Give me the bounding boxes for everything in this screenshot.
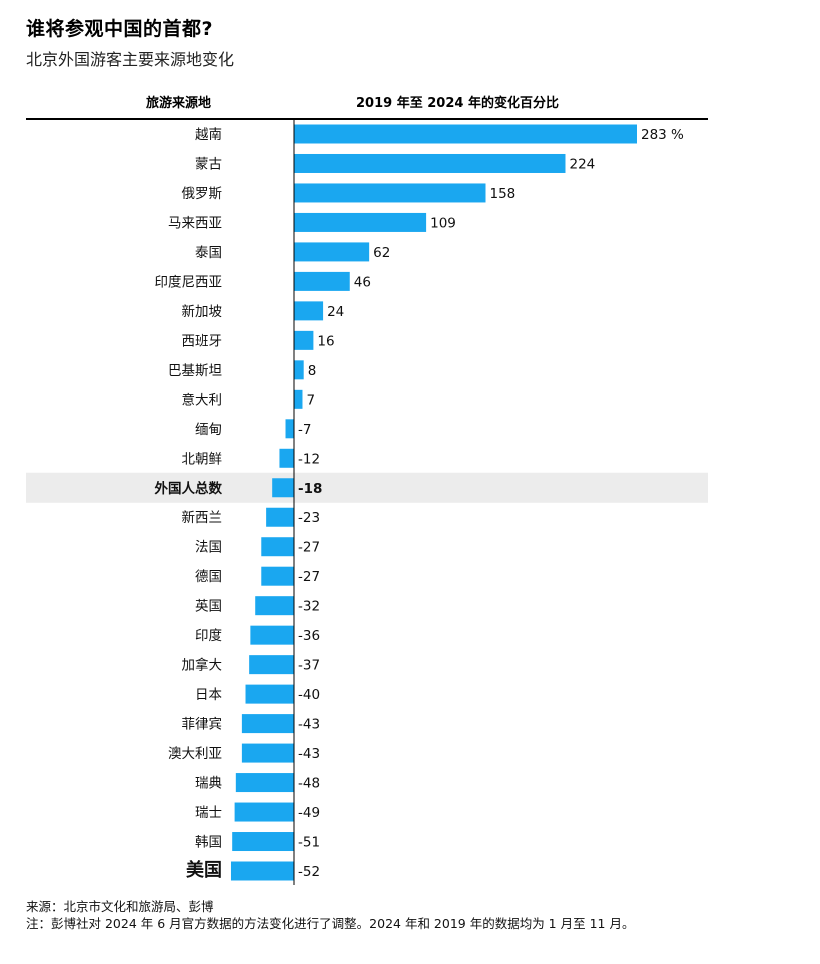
category-label: 西班牙 — [182, 333, 223, 349]
value-label: -37 — [298, 658, 320, 674]
bar — [245, 684, 294, 704]
value-label: 46 — [354, 274, 371, 290]
category-label: 蒙古 — [195, 156, 222, 172]
highlight-row-band — [26, 472, 708, 503]
bar — [294, 330, 314, 350]
value-label: -40 — [298, 687, 320, 703]
category-label: 英国 — [195, 598, 222, 615]
bar — [294, 153, 566, 173]
category-label: 意大利 — [182, 391, 223, 408]
header-rule — [26, 118, 708, 120]
category-label: 瑞士 — [195, 805, 222, 821]
category-label: 法国 — [195, 540, 222, 556]
bar — [230, 861, 294, 881]
category-label: 印度 — [195, 628, 222, 644]
bar — [241, 743, 294, 763]
value-label: 8 — [308, 363, 317, 379]
value-label: 16 — [317, 333, 334, 349]
category-label: 新加坡 — [182, 304, 223, 320]
source-note: 来源：北京市文化和旅游局、彭博 — [26, 899, 214, 914]
bar — [266, 507, 294, 527]
chart-footer: 来源：北京市文化和旅游局、彭博 注：彭博社对 2024 年 6 月官方数据的方法… — [26, 898, 706, 932]
bar — [294, 389, 303, 409]
value-label: -43 — [298, 717, 320, 733]
value-label: -49 — [298, 805, 320, 821]
bar — [279, 448, 294, 468]
bar — [232, 832, 294, 852]
category-label: 德国 — [195, 569, 222, 585]
category-label: 菲律宾 — [182, 717, 223, 733]
value-label: -32 — [298, 599, 320, 615]
value-label: 62 — [373, 245, 390, 261]
value-label: 109 — [430, 215, 456, 231]
bar — [255, 596, 294, 616]
value-label: 7 — [306, 392, 315, 408]
category-column-header: 旅游来源地 — [146, 96, 212, 111]
bar — [250, 625, 294, 645]
value-label: -27 — [298, 540, 320, 556]
chart-title: 谁将参观中国的首都? — [26, 18, 214, 40]
category-label: 外国人总数 — [155, 480, 223, 497]
value-label: -36 — [298, 628, 320, 644]
method-note: 注：彭博社对 2024 年 6 月官方数据的方法变化进行了调整。2024 年和 … — [26, 916, 635, 931]
category-label: 缅甸 — [195, 422, 222, 438]
category-label: 瑞典 — [195, 776, 222, 792]
category-label: 加拿大 — [182, 657, 223, 674]
category-label: 印度尼西亚 — [155, 274, 223, 290]
value-label: 158 — [489, 186, 515, 202]
value-column-header: 2019 年至 2024 年的变化百分比 — [356, 96, 559, 111]
category-label: 新西兰 — [182, 510, 223, 526]
bar — [294, 242, 370, 262]
value-label: 224 — [569, 156, 595, 172]
bar — [261, 537, 294, 557]
category-label: 韩国 — [195, 835, 222, 851]
value-label: -52 — [298, 864, 320, 880]
value-label: 283 % — [641, 127, 684, 143]
bar — [294, 124, 637, 144]
value-label: 24 — [327, 304, 344, 320]
value-label: -12 — [298, 451, 320, 467]
bar — [285, 419, 294, 439]
value-label: -51 — [298, 835, 320, 851]
bar — [294, 183, 486, 203]
value-label: -23 — [298, 510, 320, 526]
category-label: 巴基斯坦 — [168, 362, 222, 379]
bar — [294, 301, 324, 321]
bar — [272, 478, 294, 498]
category-label: 俄罗斯 — [182, 186, 223, 202]
value-label: -48 — [298, 776, 320, 792]
value-label: -7 — [298, 422, 311, 438]
category-label: 日本 — [195, 687, 222, 703]
value-label: -43 — [298, 746, 320, 762]
category-label: 北朝鲜 — [182, 451, 223, 467]
bar — [249, 655, 294, 675]
bar — [234, 802, 294, 822]
category-label: 越南 — [195, 127, 222, 143]
value-label: -27 — [298, 569, 320, 585]
bar — [235, 773, 294, 793]
category-label: 澳大利亚 — [168, 746, 222, 762]
bar — [261, 566, 294, 586]
category-label: 美国 — [186, 859, 222, 881]
bar — [294, 360, 304, 380]
bar — [294, 212, 427, 232]
value-label: -18 — [298, 481, 322, 497]
category-label: 泰国 — [195, 245, 222, 261]
chart-subtitle: 北京外国游客主要来源地变化 — [26, 50, 235, 69]
category-label: 马来西亚 — [168, 215, 222, 231]
bar — [241, 714, 294, 734]
bar — [294, 271, 350, 291]
